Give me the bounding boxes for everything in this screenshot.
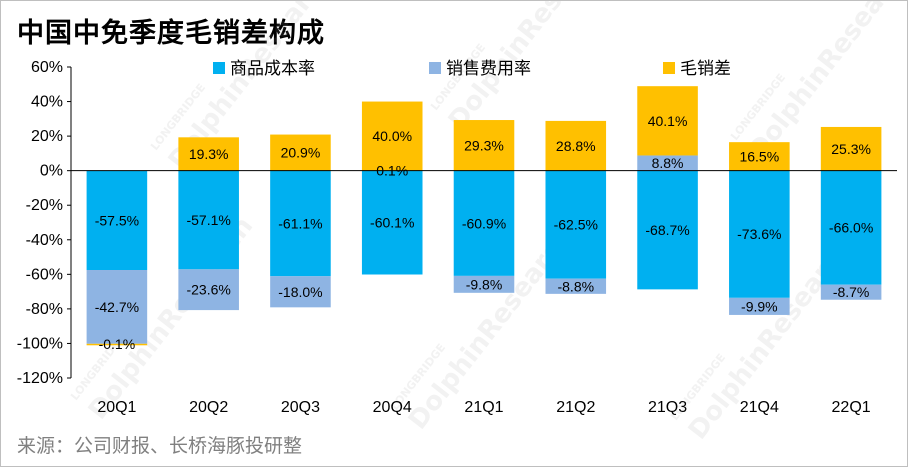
data-label: -8.8% <box>557 278 594 294</box>
data-label: -9.8% <box>466 276 503 292</box>
source-note: 来源：公司财报、长桥海豚投研整 <box>17 435 303 457</box>
y-tick-label: 20% <box>31 128 63 145</box>
bar-21Q2-series0 <box>545 170 607 279</box>
legend-label: 销售费用率 <box>446 59 531 79</box>
bar-21Q3-series1 <box>637 155 698 171</box>
y-tick-label: -60% <box>26 266 63 283</box>
x-tick-label: 20Q2 <box>189 399 228 416</box>
bar-20Q3-series1 <box>270 276 331 308</box>
data-label: -62.5% <box>554 217 598 233</box>
data-label: -68.7% <box>645 222 689 238</box>
data-label: 40.0% <box>372 128 412 144</box>
bar-22Q1-series0 <box>820 170 882 285</box>
data-label: -23.6% <box>186 282 230 298</box>
bar-21Q4-series0 <box>729 170 790 298</box>
y-tick-label: -100% <box>17 335 63 352</box>
x-tick-label: 21Q4 <box>740 399 779 416</box>
y-tick-label: 0% <box>40 163 63 180</box>
bar-21Q2-series1 <box>545 278 607 294</box>
x-tick-label: 21Q2 <box>556 399 595 416</box>
bar-20Q1-series2 <box>86 343 148 346</box>
data-label: 25.3% <box>831 141 871 157</box>
data-label: 40.1% <box>648 113 688 129</box>
legend-label: 商品成本率 <box>230 59 315 79</box>
bar-20Q3-series0 <box>270 170 331 277</box>
data-label: 19.3% <box>189 146 229 162</box>
bar-21Q3-series2 <box>637 86 698 156</box>
y-tick-label: -20% <box>26 197 63 214</box>
bar-21Q4-series1 <box>729 297 790 315</box>
bar-21Q1-series2 <box>453 120 515 171</box>
bar-21Q1-series1 <box>453 275 515 293</box>
x-tick-label: 21Q3 <box>648 399 687 416</box>
y-tick-label: -120% <box>17 370 63 387</box>
y-tick-label: -40% <box>26 232 63 249</box>
data-label: -57.5% <box>95 212 139 228</box>
bar-20Q2-series0 <box>178 170 239 270</box>
data-label: -73.6% <box>737 226 781 242</box>
data-label: 20.9% <box>281 145 321 161</box>
data-label: -0.1% <box>99 336 136 352</box>
bar-21Q4-series2 <box>729 142 790 171</box>
y-tick-label: 60% <box>31 59 63 76</box>
bar-22Q1-series1 <box>820 284 882 300</box>
data-label: -18.0% <box>278 284 322 300</box>
legend-swatch <box>663 62 675 74</box>
bar-21Q3-series0 <box>637 170 698 290</box>
x-tick-label: 20Q1 <box>97 399 136 416</box>
data-label: -9.9% <box>741 298 778 314</box>
x-tick-label: 21Q1 <box>464 399 503 416</box>
data-label: -60.9% <box>462 215 506 231</box>
legend-label: 毛销差 <box>680 59 731 79</box>
data-label: 28.8% <box>556 138 596 154</box>
data-label: -8.7% <box>833 284 870 300</box>
data-label: 8.8% <box>652 155 684 171</box>
y-tick-label: -80% <box>26 301 63 318</box>
x-tick-label: 20Q3 <box>281 399 320 416</box>
legend-swatch <box>213 62 225 74</box>
data-label: -42.7% <box>95 299 139 315</box>
x-tick-label: 22Q1 <box>832 399 871 416</box>
data-label: -60.1% <box>370 215 414 231</box>
data-label: -57.1% <box>186 212 230 228</box>
bar-22Q1-series2 <box>820 126 882 171</box>
bar-20Q4-series2 <box>361 101 423 171</box>
bar-20Q2-series1 <box>178 269 239 311</box>
bar-20Q4-series0 <box>361 170 423 275</box>
x-tick-label: 20Q4 <box>373 399 412 416</box>
data-label: -61.1% <box>278 215 322 231</box>
data-label: 29.3% <box>464 137 504 153</box>
data-label: -66.0% <box>829 220 873 236</box>
bar-20Q1-series1 <box>86 270 148 344</box>
chart-title: 中国中免季度毛销差构成 <box>17 18 325 49</box>
y-tick-label: 40% <box>31 94 63 111</box>
data-label: 16.5% <box>739 148 779 164</box>
bar-20Q2-series2 <box>178 137 239 171</box>
bar-20Q1-series0 <box>86 170 148 271</box>
bar-20Q3-series2 <box>270 134 331 171</box>
bar-21Q2-series2 <box>545 120 607 171</box>
bar-21Q1-series0 <box>453 170 515 276</box>
legend-swatch <box>429 62 441 74</box>
